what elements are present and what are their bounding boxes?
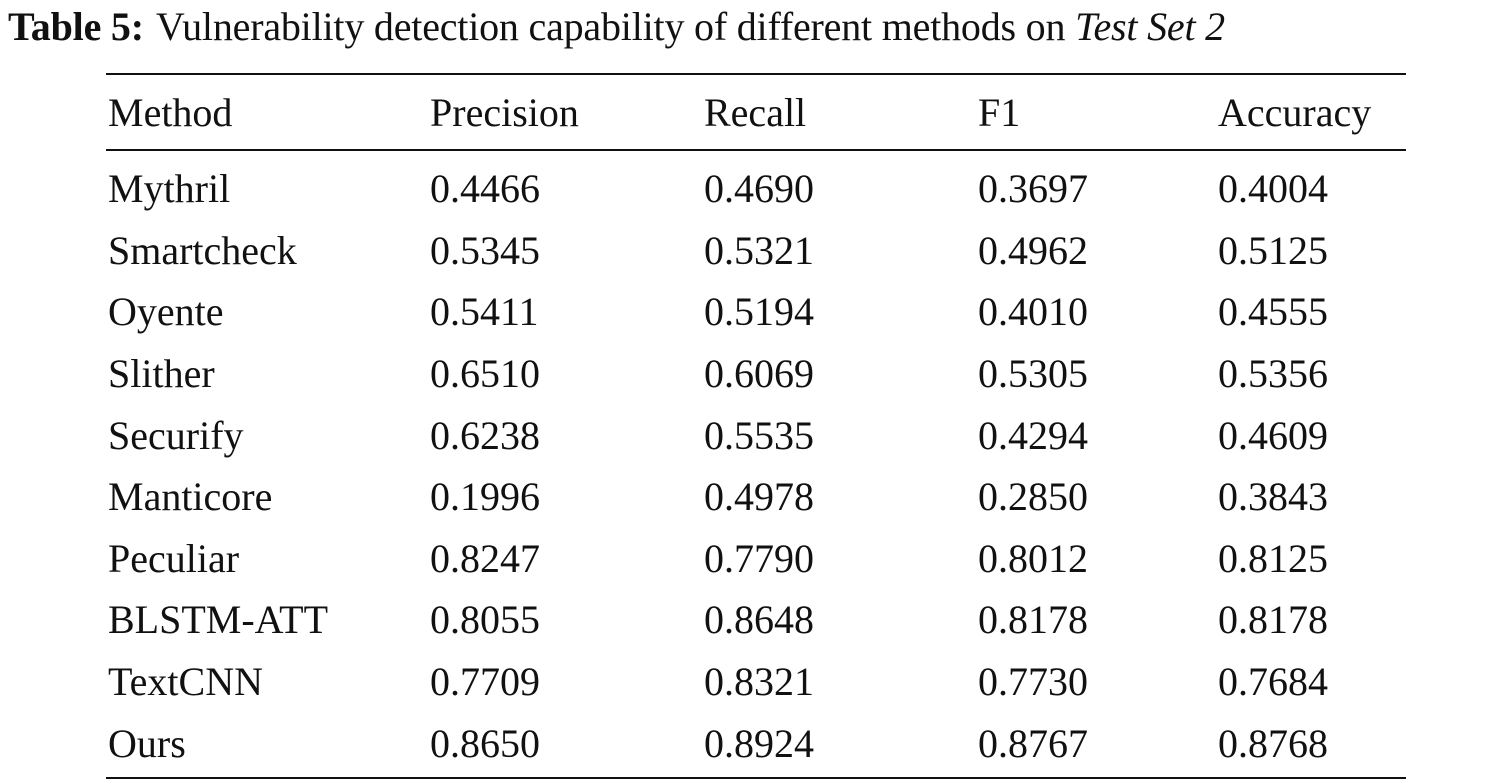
- precision-cell: 0.6510: [430, 351, 540, 397]
- table-row: BLSTM-ATT 0.8055 0.8648 0.8178 0.8178: [106, 589, 1406, 651]
- precision-cell: 0.8247: [430, 535, 540, 581]
- method-cell: Mythril: [108, 166, 231, 212]
- top-rule: [106, 73, 1406, 75]
- method-cell: Oyente: [108, 289, 224, 335]
- recall-cell: 0.8924: [704, 720, 814, 766]
- results-table: Method Precision Recall F1 Accuracy Myth…: [106, 73, 1406, 779]
- caption-text: Vulnerability detection capability of di…: [155, 4, 1066, 49]
- accuracy-cell: 0.8125: [1218, 535, 1328, 581]
- accuracy-cell: 0.7684: [1218, 659, 1328, 705]
- table-row: Mythril 0.4466 0.4690 0.3697 0.4004: [106, 158, 1406, 220]
- header-row: Method Precision Recall F1 Accuracy: [106, 75, 1406, 149]
- f1-cell: 0.3697: [978, 166, 1088, 212]
- table-row: Smartcheck 0.5345 0.5321 0.4962 0.5125: [106, 220, 1406, 282]
- precision-cell: 0.4466: [430, 166, 540, 212]
- method-cell: Slither: [108, 351, 215, 397]
- recall-cell: 0.8648: [704, 597, 814, 643]
- table-row: Slither 0.6510 0.6069 0.5305 0.5356: [106, 343, 1406, 405]
- header-recall: Recall: [704, 89, 807, 135]
- recall-cell: 0.5194: [704, 289, 814, 335]
- header-rule: [106, 149, 1406, 151]
- method-cell: Peculiar: [108, 535, 240, 581]
- recall-cell: 0.6069: [704, 351, 814, 397]
- method-cell: Ours: [108, 720, 186, 766]
- accuracy-cell: 0.8768: [1218, 720, 1328, 766]
- f1-cell: 0.5305: [978, 351, 1088, 397]
- accuracy-cell: 0.4555: [1218, 289, 1328, 335]
- table-caption: Table 5: Vulnerability detection capabili…: [8, 4, 1504, 50]
- table-row: Ours 0.8650 0.8924 0.8767 0.8768: [106, 712, 1406, 774]
- f1-cell: 0.4294: [978, 412, 1088, 458]
- recall-cell: 0.7790: [704, 535, 814, 581]
- precision-cell: 0.8650: [430, 720, 540, 766]
- header-precision: Precision: [430, 89, 579, 135]
- accuracy-cell: 0.8178: [1218, 597, 1328, 643]
- recall-cell: 0.8321: [704, 659, 814, 705]
- bottom-rule: [106, 776, 1406, 779]
- precision-cell: 0.5345: [430, 227, 540, 273]
- recall-cell: 0.5321: [704, 227, 814, 273]
- table-row: TextCNN 0.7709 0.8321 0.7730 0.7684: [106, 651, 1406, 713]
- table-row: Manticore 0.1996 0.4978 0.2850 0.3843: [106, 466, 1406, 528]
- table-row: Oyente 0.5411 0.5194 0.4010 0.4555: [106, 281, 1406, 343]
- f1-cell: 0.4010: [978, 289, 1088, 335]
- method-cell: Manticore: [108, 474, 273, 520]
- f1-cell: 0.2850: [978, 474, 1088, 520]
- accuracy-cell: 0.4004: [1218, 166, 1328, 212]
- precision-cell: 0.5411: [430, 289, 539, 335]
- caption-dataset: Test Set 2: [1075, 4, 1225, 49]
- caption-label: Table 5:: [8, 4, 144, 49]
- accuracy-cell: 0.5125: [1218, 227, 1328, 273]
- recall-cell: 0.5535: [704, 412, 814, 458]
- accuracy-cell: 0.3843: [1218, 474, 1328, 520]
- f1-cell: 0.4962: [978, 227, 1088, 273]
- f1-cell: 0.7730: [978, 659, 1088, 705]
- f1-cell: 0.8178: [978, 597, 1088, 643]
- header-accuracy: Accuracy: [1218, 89, 1372, 135]
- header-method: Method: [108, 89, 233, 135]
- recall-cell: 0.4690: [704, 166, 814, 212]
- table-row: Peculiar 0.8247 0.7790 0.8012 0.8125: [106, 528, 1406, 590]
- method-cell: BLSTM-ATT: [108, 597, 328, 643]
- precision-cell: 0.6238: [430, 412, 540, 458]
- recall-cell: 0.4978: [704, 474, 814, 520]
- method-cell: TextCNN: [108, 659, 263, 705]
- method-cell: Smartcheck: [108, 227, 297, 273]
- precision-cell: 0.1996: [430, 474, 540, 520]
- precision-cell: 0.7709: [430, 659, 540, 705]
- precision-cell: 0.8055: [430, 597, 540, 643]
- table-row: Securify 0.6238 0.5535 0.4294 0.4609: [106, 404, 1406, 466]
- accuracy-cell: 0.5356: [1218, 351, 1328, 397]
- f1-cell: 0.8012: [978, 535, 1088, 581]
- method-cell: Securify: [108, 412, 244, 458]
- f1-cell: 0.8767: [978, 720, 1088, 766]
- accuracy-cell: 0.4609: [1218, 412, 1328, 458]
- header-f1: F1: [978, 89, 1021, 135]
